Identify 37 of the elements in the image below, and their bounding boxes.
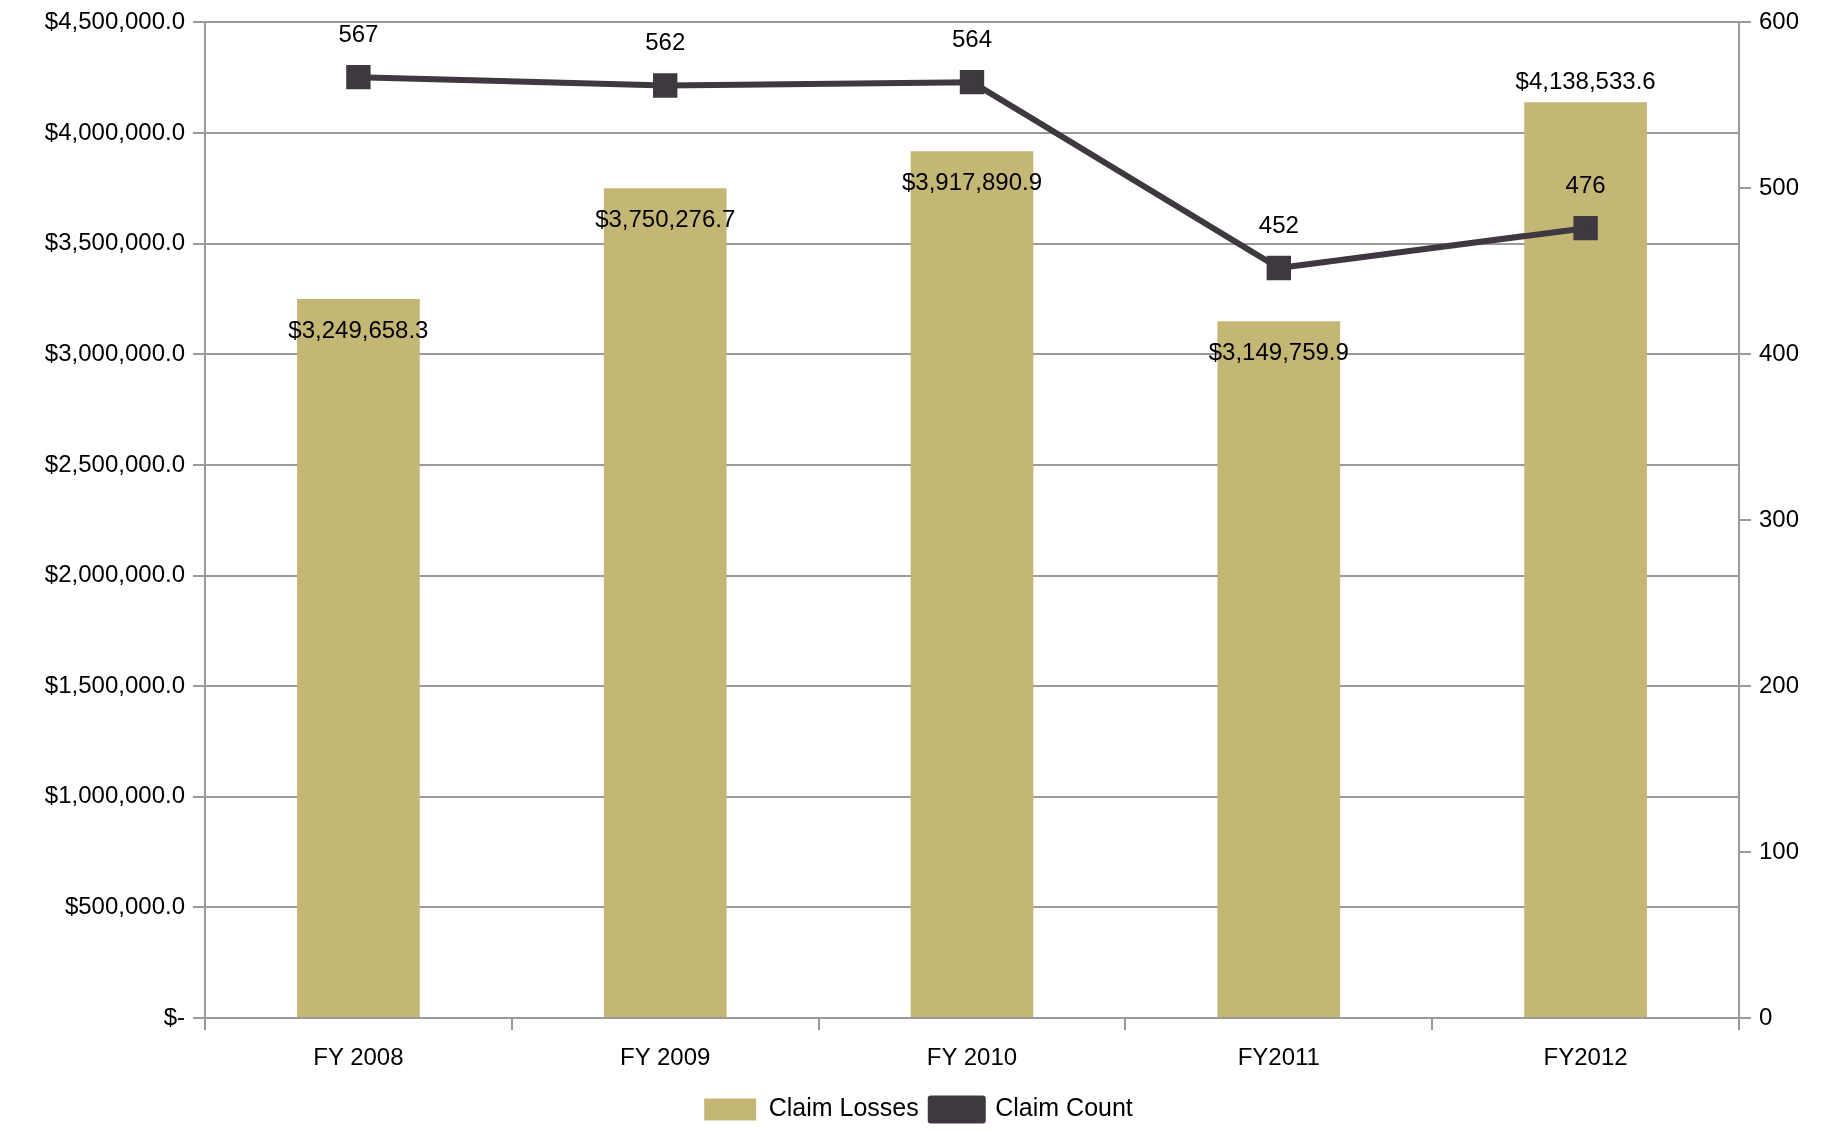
data-label: 452 [1258, 210, 1299, 238]
data-label: 564 [951, 24, 993, 52]
y-tick-label: $1,000,000.0 [44, 781, 185, 809]
y-tick-label: $3,000,000.0 [44, 338, 185, 366]
x-tick-label: FY2012 [1543, 1043, 1628, 1071]
y-tick-label: $3,500,000.0 [44, 228, 185, 256]
data-label: 567 [338, 19, 379, 47]
y2-tick-label: 300 [1759, 504, 1800, 532]
point [653, 73, 678, 98]
y2-tick-label: 400 [1759, 338, 1800, 366]
y-tick-label: $2,500,000.0 [44, 449, 185, 477]
data-label: $3,149,759.9 [1208, 337, 1349, 365]
y2-tick-label: 500 [1759, 172, 1800, 200]
y2-tick-label: 600 [1759, 7, 1800, 35]
y-tick-label: $4,000,000.0 [44, 117, 185, 145]
data-label: $4,138,533.6 [1515, 67, 1656, 94]
point [1573, 215, 1598, 241]
point [959, 69, 985, 95]
data-label: 476 [1565, 170, 1606, 198]
x-tick-label: FY 2008 [313, 1043, 404, 1071]
y-tick-label: $4,500,000.0 [44, 7, 185, 35]
x-tick-label: FY 2010 [926, 1043, 1018, 1071]
point [346, 64, 371, 90]
x-tick-label: FY2011 [1237, 1043, 1320, 1071]
data-label: 562 [645, 28, 686, 56]
legend-label: Claim Count [995, 1093, 1133, 1122]
y2-tick-label: 0 [1759, 1002, 1773, 1030]
y-tick-label: $1,500,000.0 [44, 670, 185, 698]
legend-label: Claim Losses [768, 1093, 919, 1122]
x-tick-label: FY 2009 [620, 1043, 711, 1071]
point [1266, 255, 1291, 281]
bar [1524, 102, 1647, 1017]
y2-tick-label: 100 [1759, 836, 1800, 864]
y-tick-label: $500,000.0 [64, 892, 185, 919]
y-tick-label: $2,000,000.0 [44, 560, 185, 588]
y2-tick-label: 200 [1759, 670, 1800, 698]
y-tick-label: $- [163, 1002, 185, 1030]
